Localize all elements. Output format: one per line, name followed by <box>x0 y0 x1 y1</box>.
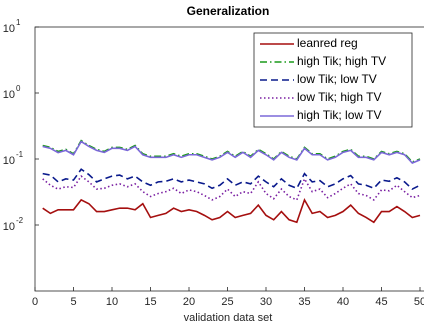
x-tick-label: 45 <box>375 296 387 308</box>
x-axis-label: validation data set <box>184 312 273 324</box>
x-tick-label: 35 <box>298 296 310 308</box>
series-line <box>42 140 421 164</box>
y-tick-exponent: -2 <box>16 216 24 225</box>
series-line <box>42 174 421 201</box>
series-line <box>42 197 421 224</box>
legend-box <box>253 32 413 128</box>
x-tick-label: 0 <box>32 296 38 308</box>
x-tick-label: 20 <box>183 296 195 308</box>
x-tick-label: 30 <box>260 296 272 308</box>
legend-label: low Tik; high TV <box>297 90 381 104</box>
y-tick-label: 10 <box>3 155 15 167</box>
y-tick-label: 10 <box>3 23 15 35</box>
legend-label: low Tik; low TV <box>297 72 377 86</box>
x-tick-label: 25 <box>221 296 233 308</box>
y-tick-exponent: 1 <box>16 18 21 27</box>
chart-title: Generalization <box>187 4 270 18</box>
x-tick-label: 10 <box>106 296 118 308</box>
y-tick-label: 10 <box>3 89 15 101</box>
legend-label: high Tik; low TV <box>297 108 381 122</box>
x-tick-label: 40 <box>337 296 349 308</box>
legend-label: high Tik; high TV <box>297 54 386 68</box>
legend-label: leanred reg <box>297 36 358 50</box>
series-line <box>42 168 421 191</box>
x-tick-label: 5 <box>70 296 76 308</box>
y-tick-exponent: 0 <box>16 84 21 93</box>
x-tick-label: 15 <box>144 296 156 308</box>
y-tick-exponent: -1 <box>16 150 24 159</box>
y-tick-label: 10 <box>3 221 15 233</box>
x-tick-label: 50 <box>414 296 424 308</box>
